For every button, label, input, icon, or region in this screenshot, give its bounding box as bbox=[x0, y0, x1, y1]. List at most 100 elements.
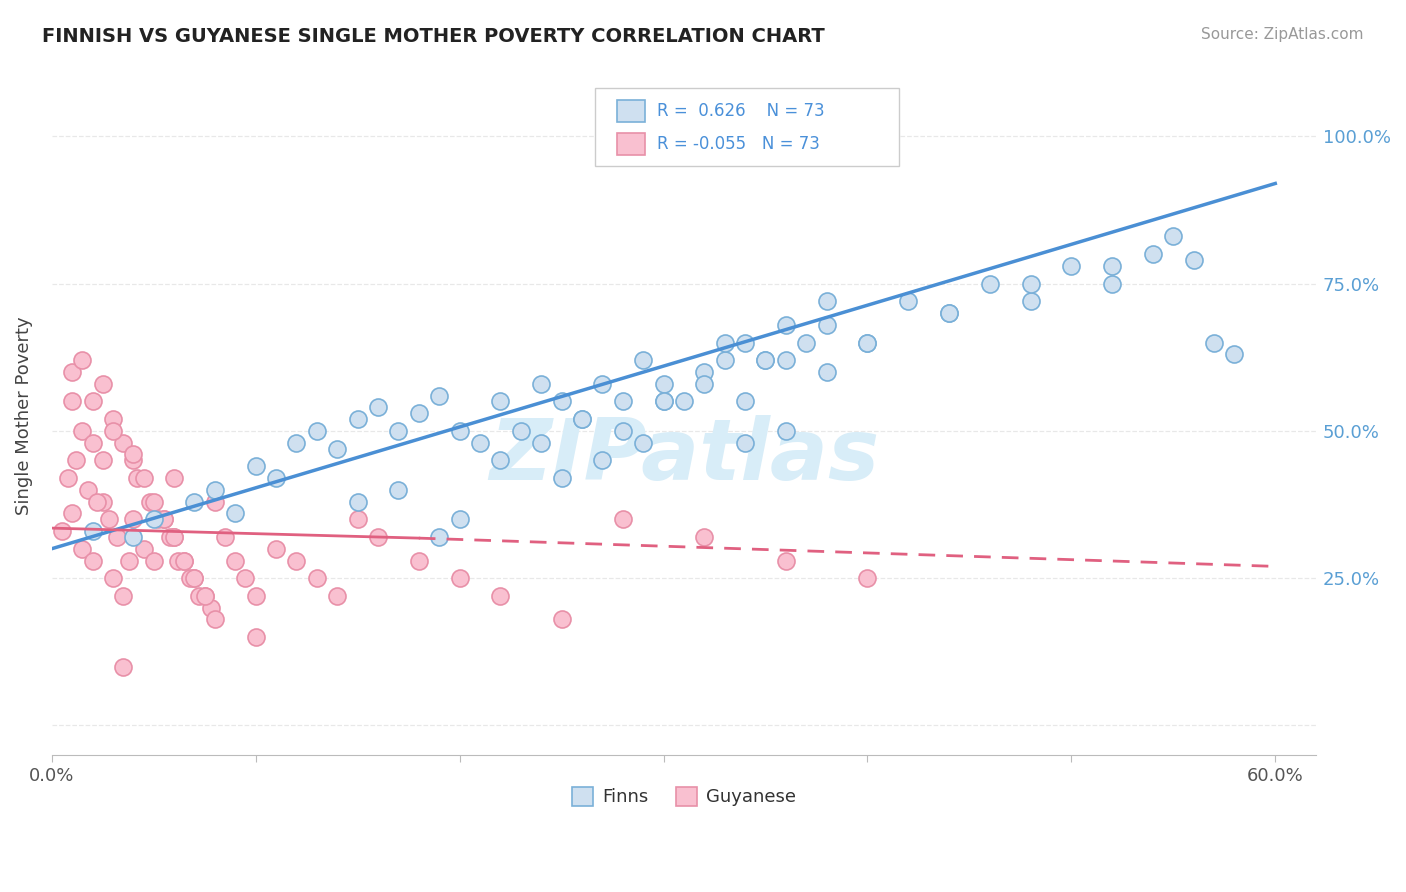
Point bbox=[305, 571, 328, 585]
Text: FINNISH VS GUYANESE SINGLE MOTHER POVERTY CORRELATION CHART: FINNISH VS GUYANESE SINGLE MOTHER POVERT… bbox=[42, 27, 825, 45]
Point bbox=[285, 553, 308, 567]
Point bbox=[326, 442, 349, 456]
Point bbox=[264, 541, 287, 556]
Point bbox=[631, 353, 654, 368]
Point bbox=[91, 494, 114, 508]
Point bbox=[672, 394, 695, 409]
Point bbox=[775, 353, 797, 368]
Point bbox=[91, 453, 114, 467]
Point bbox=[1142, 247, 1164, 261]
Point bbox=[468, 435, 491, 450]
Point bbox=[173, 553, 195, 567]
Point bbox=[1060, 259, 1083, 273]
Point bbox=[794, 335, 817, 350]
Point bbox=[449, 424, 471, 438]
Point bbox=[72, 541, 94, 556]
Point bbox=[427, 388, 450, 402]
Legend: Finns, Guyanese: Finns, Guyanese bbox=[564, 780, 803, 814]
Point bbox=[101, 424, 124, 438]
Point bbox=[449, 512, 471, 526]
Point bbox=[167, 553, 190, 567]
Point bbox=[127, 471, 149, 485]
Point bbox=[163, 471, 186, 485]
Point bbox=[897, 294, 920, 309]
Point bbox=[142, 512, 165, 526]
Point bbox=[346, 512, 368, 526]
Point bbox=[163, 530, 186, 544]
Point bbox=[1182, 253, 1205, 268]
Point bbox=[1223, 347, 1246, 361]
Point bbox=[979, 277, 1001, 291]
Point bbox=[367, 401, 389, 415]
Point bbox=[132, 541, 155, 556]
Point bbox=[60, 507, 83, 521]
Point bbox=[571, 412, 593, 426]
Point bbox=[652, 394, 675, 409]
Point bbox=[856, 571, 879, 585]
Text: R =  0.626    N = 73: R = 0.626 N = 73 bbox=[658, 102, 825, 120]
Point bbox=[82, 394, 104, 409]
Point bbox=[72, 353, 94, 368]
Point bbox=[122, 530, 145, 544]
Point bbox=[142, 494, 165, 508]
Point bbox=[194, 589, 217, 603]
Point bbox=[530, 376, 553, 391]
Point bbox=[138, 494, 160, 508]
Point bbox=[72, 424, 94, 438]
Point bbox=[367, 530, 389, 544]
Point bbox=[105, 530, 128, 544]
Point bbox=[612, 394, 634, 409]
Point bbox=[856, 335, 879, 350]
Point bbox=[112, 435, 135, 450]
Point bbox=[652, 394, 675, 409]
Point bbox=[264, 471, 287, 485]
Point bbox=[815, 294, 838, 309]
Point bbox=[550, 394, 572, 409]
Point bbox=[245, 459, 267, 474]
Point bbox=[612, 424, 634, 438]
Point bbox=[101, 571, 124, 585]
Point bbox=[1019, 277, 1042, 291]
Point bbox=[1101, 259, 1123, 273]
Point bbox=[449, 571, 471, 585]
Point bbox=[122, 447, 145, 461]
Point bbox=[550, 471, 572, 485]
Point bbox=[408, 553, 430, 567]
Point bbox=[204, 483, 226, 497]
Point bbox=[224, 507, 246, 521]
Text: ZIPatlas: ZIPatlas bbox=[489, 416, 879, 499]
Point bbox=[235, 571, 257, 585]
Point bbox=[489, 453, 512, 467]
Point bbox=[550, 612, 572, 626]
Point bbox=[194, 589, 217, 603]
Point bbox=[346, 412, 368, 426]
Point bbox=[489, 589, 512, 603]
Point bbox=[856, 335, 879, 350]
Point bbox=[346, 494, 368, 508]
Point bbox=[734, 394, 756, 409]
Point bbox=[65, 453, 87, 467]
Point bbox=[132, 471, 155, 485]
Text: R = -0.055   N = 73: R = -0.055 N = 73 bbox=[658, 136, 820, 153]
Point bbox=[153, 512, 176, 526]
Point bbox=[938, 306, 960, 320]
Point bbox=[183, 571, 205, 585]
Point bbox=[775, 553, 797, 567]
Point bbox=[112, 589, 135, 603]
Point bbox=[775, 318, 797, 332]
Point bbox=[1101, 277, 1123, 291]
Point bbox=[408, 406, 430, 420]
Point bbox=[97, 512, 120, 526]
Point bbox=[591, 453, 613, 467]
Point bbox=[60, 394, 83, 409]
Point bbox=[530, 435, 553, 450]
Point bbox=[159, 530, 181, 544]
Bar bbox=[617, 133, 645, 155]
Point bbox=[713, 353, 735, 368]
Point bbox=[183, 571, 205, 585]
Point bbox=[142, 553, 165, 567]
Point bbox=[204, 612, 226, 626]
Point bbox=[112, 659, 135, 673]
Point bbox=[652, 376, 675, 391]
Point bbox=[173, 553, 195, 567]
